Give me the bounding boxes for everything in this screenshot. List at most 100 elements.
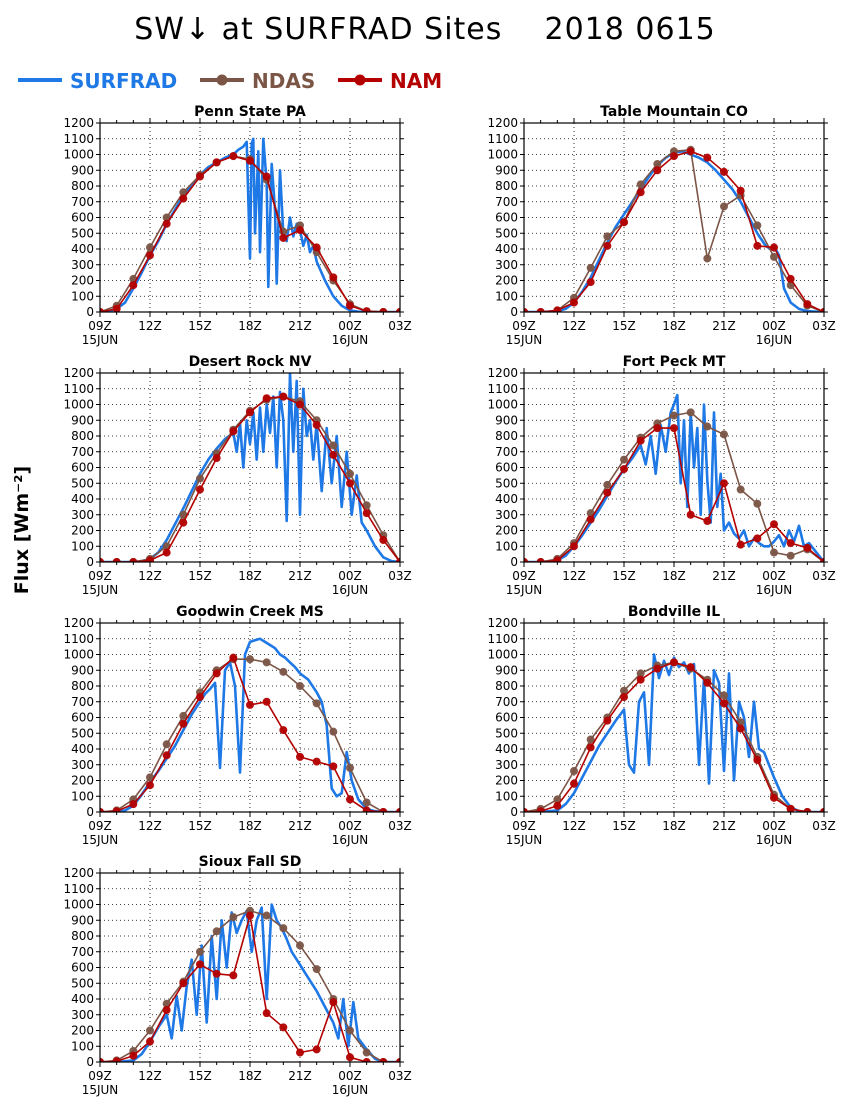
point-nam [803,808,812,812]
point-nam [670,658,679,667]
x-tick-label: 21Z [288,319,312,333]
y-tick-label: 400 [71,742,94,756]
y-tick-label: 400 [495,242,518,256]
y-tick-label: 700 [495,695,518,709]
y-tick-label: 900 [71,913,94,927]
y-tick-label: 100 [495,289,518,303]
x-tick-label: 18Z [662,819,686,833]
point-nam [620,693,629,702]
series-group [100,373,400,562]
x-date-label: 16JUN [332,1083,369,1097]
point-nam [786,274,795,283]
plot-frame [523,122,825,313]
point-nam [162,1006,171,1015]
point-nam [146,556,154,562]
point-nam [536,558,545,562]
x-date-label: 15JUN [82,583,119,597]
point-ndas [312,699,321,708]
y-tick-label: 200 [495,524,518,538]
point-nam [262,697,271,706]
y-tick-label: 300 [71,508,94,522]
x-tick-label: 09Z [512,569,536,583]
point-nam [162,548,171,557]
point-nam [653,166,662,175]
panel-penn-state-pa: Penn State PA010020030040050060070080090… [63,104,411,347]
point-nam [770,793,779,802]
y-tick-label: 700 [71,695,94,709]
point-nam [636,675,645,684]
point-nam [229,653,238,662]
point-nam [753,756,762,765]
point-ndas [195,474,204,483]
point-ndas [770,252,779,261]
y-tick-label: 100 [71,1039,94,1053]
y-tick-label: 200 [71,774,94,788]
y-tick-label: 700 [71,195,94,209]
point-nam [653,424,662,433]
point-nam [329,762,338,771]
point-nam [162,751,171,760]
point-nam [212,158,221,167]
point-ndas [686,408,695,417]
point-nam [803,300,812,309]
point-nam [586,278,595,287]
point-nam [145,1037,154,1046]
y-tick-label: 600 [495,211,518,225]
y-tick-label: 0 [510,805,518,819]
panel-title: Goodwin Creek MS [176,604,324,620]
legend-item-ndas: NDAS [200,69,315,93]
point-ndas [145,1026,154,1035]
y-tick-label: 1100 [63,632,94,646]
point-ndas [720,202,729,211]
point-ndas [586,263,595,272]
x-date-label: 15JUN [82,1083,119,1097]
point-nam [770,520,779,529]
point-ndas [753,221,762,230]
y-tick-label: 600 [71,711,94,725]
x-date-label: 15JUN [506,583,543,597]
point-ndas [262,911,271,920]
y-tick-label: 300 [71,1008,94,1022]
x-tick-label: 00Z [338,319,362,333]
point-nam [586,743,595,752]
panel-sioux-fall-sd: Sioux Fall SD010020030040050060070080090… [63,854,411,1097]
y-tick-label: 700 [71,445,94,459]
point-ndas [786,551,795,560]
plot-frame [523,622,825,813]
panel-desert-rock-nv: Desert Rock NV01002003004005006007008009… [63,354,411,597]
x-tick-label: 15Z [188,1069,212,1083]
y-tick-label: 700 [71,945,94,959]
x-tick-label: 15Z [188,819,212,833]
series-group [524,145,824,312]
y-tick-label: 1100 [63,882,94,896]
y-tick-label: 300 [495,258,518,272]
legend-label: NDAS [252,69,315,93]
point-nam [379,808,388,812]
x-tick-label: 12Z [138,819,162,833]
y-tick-label: 1200 [487,616,518,630]
legend-item-surfrad: SURFRAD [18,69,177,93]
x-date-label: 15JUN [506,333,543,347]
point-ndas [586,735,595,744]
y-tick-label: 0 [86,305,94,319]
point-nam [295,752,304,761]
x-tick-label: 12Z [562,319,586,333]
point-nam [770,243,779,252]
point-nam [212,454,221,463]
point-nam [345,301,354,310]
point-nam [753,534,762,543]
x-tick-label: 12Z [562,569,586,583]
point-nam [162,219,171,228]
point-nam [703,153,712,162]
y-tick-label: 800 [71,429,94,443]
point-ndas [195,947,204,956]
point-nam [620,465,629,474]
point-ndas [362,1048,371,1057]
point-nam [670,424,679,433]
y-tick-label: 500 [495,726,518,740]
panel-title: Sioux Fall SD [199,854,302,870]
point-nam [245,700,254,709]
point-nam [736,540,745,549]
x-tick-label: 21Z [712,819,736,833]
point-nam [279,233,288,242]
